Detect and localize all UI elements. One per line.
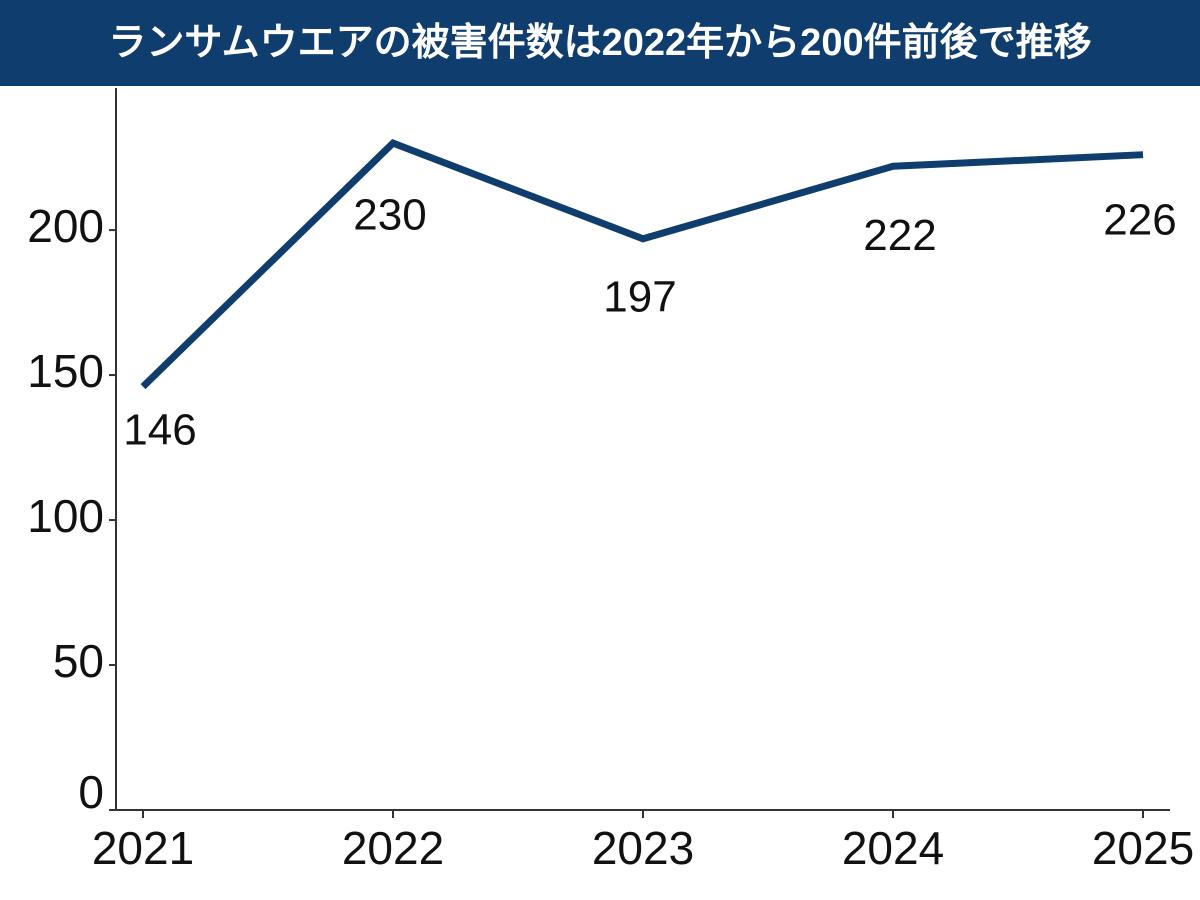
title-bar	[0, 0, 1200, 86]
y-tick-label: 150	[27, 345, 104, 397]
y-tick-label: 50	[53, 635, 104, 687]
x-tick-label: 2025	[1092, 822, 1194, 874]
y-tick-label: 100	[27, 490, 104, 542]
y-tick-label: 0	[78, 766, 104, 818]
data-label: 230	[353, 191, 426, 240]
x-tick-label: 2021	[92, 822, 194, 874]
chart-title: ランサムウエアの被害件数は2022年から200件前後で推移	[108, 22, 1091, 64]
data-label: 226	[1103, 195, 1176, 244]
data-label: 146	[123, 405, 196, 454]
data-label: 222	[863, 211, 936, 260]
y-tick-label: 200	[27, 200, 104, 252]
x-tick-label: 2024	[842, 822, 944, 874]
x-tick-label: 2023	[592, 822, 694, 874]
x-tick-label: 2022	[342, 822, 444, 874]
data-label: 197	[603, 272, 676, 321]
data-line	[140, 139, 1144, 390]
